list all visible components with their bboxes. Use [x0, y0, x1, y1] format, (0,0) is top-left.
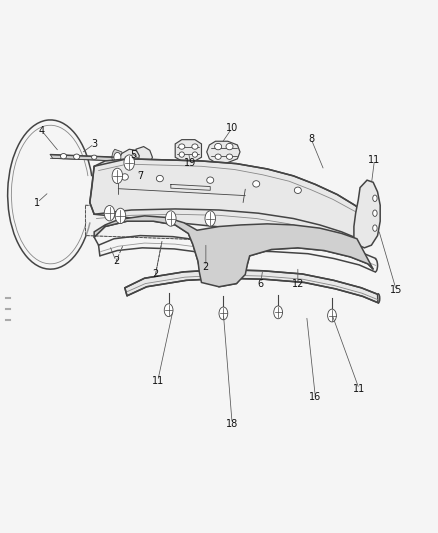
Text: 4: 4: [39, 126, 45, 135]
Polygon shape: [354, 180, 380, 248]
Text: 8: 8: [308, 134, 314, 143]
Polygon shape: [50, 155, 118, 161]
Ellipse shape: [207, 177, 214, 183]
Ellipse shape: [114, 152, 121, 162]
Ellipse shape: [274, 306, 283, 319]
Polygon shape: [94, 216, 373, 287]
Ellipse shape: [192, 152, 198, 157]
Ellipse shape: [74, 154, 80, 159]
Polygon shape: [119, 149, 142, 175]
Text: 19: 19: [184, 158, 197, 167]
Ellipse shape: [92, 155, 97, 159]
Ellipse shape: [373, 225, 377, 231]
Ellipse shape: [253, 181, 260, 187]
Ellipse shape: [226, 143, 233, 150]
Ellipse shape: [115, 208, 126, 223]
Polygon shape: [183, 161, 187, 169]
Ellipse shape: [124, 155, 134, 170]
Polygon shape: [175, 140, 201, 161]
Polygon shape: [90, 159, 368, 241]
Text: 16: 16: [309, 392, 321, 402]
Ellipse shape: [215, 154, 221, 159]
Ellipse shape: [215, 143, 222, 150]
Text: 6: 6: [258, 279, 264, 288]
Text: 5: 5: [131, 150, 137, 159]
Ellipse shape: [108, 177, 116, 187]
Ellipse shape: [226, 154, 233, 159]
Ellipse shape: [104, 206, 115, 221]
Ellipse shape: [112, 168, 123, 183]
Text: 2: 2: [152, 270, 159, 279]
Text: 18: 18: [226, 419, 238, 429]
Ellipse shape: [121, 174, 128, 180]
Text: 11: 11: [353, 384, 365, 394]
Polygon shape: [125, 270, 378, 303]
Ellipse shape: [294, 187, 301, 193]
Text: 11: 11: [152, 376, 164, 386]
Ellipse shape: [373, 195, 377, 201]
Ellipse shape: [166, 211, 176, 226]
Text: 7: 7: [137, 171, 143, 181]
Text: 1: 1: [34, 198, 40, 207]
Ellipse shape: [156, 175, 163, 182]
Ellipse shape: [179, 152, 184, 157]
Text: 3: 3: [91, 139, 97, 149]
Text: 10: 10: [226, 123, 238, 133]
Ellipse shape: [60, 154, 67, 159]
Ellipse shape: [328, 309, 336, 322]
Ellipse shape: [164, 304, 173, 317]
Text: 2: 2: [113, 256, 119, 266]
Text: 15: 15: [390, 286, 403, 295]
Polygon shape: [112, 149, 124, 165]
Polygon shape: [207, 141, 240, 163]
Ellipse shape: [219, 307, 228, 320]
Ellipse shape: [373, 210, 377, 216]
Text: 12: 12: [292, 279, 304, 288]
Ellipse shape: [179, 144, 185, 149]
Text: 11: 11: [368, 155, 381, 165]
Polygon shape: [136, 147, 152, 168]
Ellipse shape: [205, 211, 215, 226]
Text: 2: 2: [203, 262, 209, 271]
Polygon shape: [85, 205, 280, 243]
Ellipse shape: [192, 144, 198, 149]
